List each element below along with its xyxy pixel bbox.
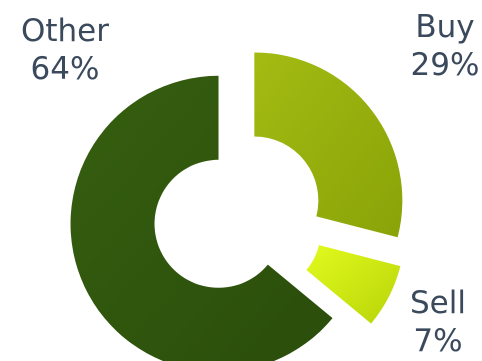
slice-label-sell: Sell 7% (400, 284, 476, 360)
slice-buy (254, 52, 403, 238)
slice-label-other: Other 64% (10, 12, 120, 88)
slice-value-sell: 7% (413, 323, 463, 359)
slice-name-buy: Buy (415, 9, 475, 45)
slice-sell (306, 245, 401, 324)
slice-label-buy: Buy 29% (408, 8, 482, 84)
slice-name-other: Other (20, 13, 110, 49)
slice-value-other: 64% (30, 51, 100, 87)
slice-name-sell: Sell (410, 285, 466, 321)
slice-other (70, 75, 333, 361)
slice-value-buy: 29% (410, 47, 480, 83)
